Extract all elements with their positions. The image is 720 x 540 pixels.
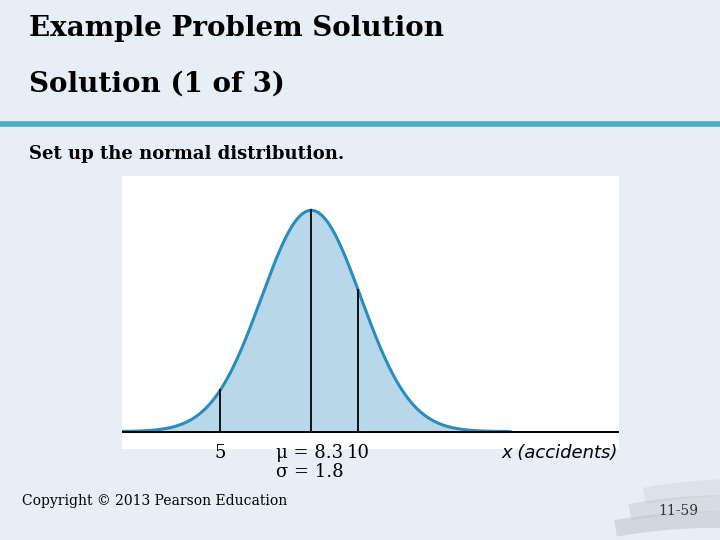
Text: Copyright © 2013 Pearson Education: Copyright © 2013 Pearson Education — [22, 494, 287, 508]
Text: Solution (1 of 3): Solution (1 of 3) — [29, 71, 284, 98]
Text: μ = 8.3: μ = 8.3 — [276, 444, 343, 462]
Text: 10: 10 — [346, 444, 369, 462]
Text: 11-59: 11-59 — [658, 504, 698, 518]
Text: 5: 5 — [215, 444, 226, 462]
Text: Set up the normal distribution.: Set up the normal distribution. — [29, 145, 344, 164]
Text: σ = 1.8: σ = 1.8 — [276, 463, 343, 481]
FancyBboxPatch shape — [122, 177, 619, 449]
Text: x (accidents): x (accidents) — [502, 444, 618, 462]
Text: Example Problem Solution: Example Problem Solution — [29, 15, 444, 42]
